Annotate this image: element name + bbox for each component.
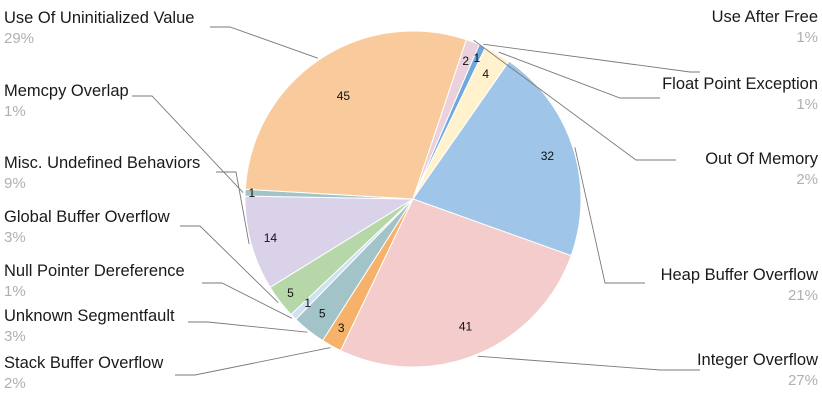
leader-line-use-after-free — [483, 43, 700, 73]
value-label-use-after-free: 1 — [473, 51, 480, 65]
category-label-global-buffer-overflow: Global Buffer Overflow — [4, 208, 170, 226]
leader-line-misc-undefined-behaviors — [216, 171, 250, 245]
leader-line-integer-overflow — [477, 355, 700, 371]
value-label-misc-undefined-behaviors: 14 — [264, 231, 278, 245]
percent-label-null-pointer-dereference: 1% — [4, 283, 26, 300]
value-label-out-of-memory: 2 — [462, 54, 469, 68]
leader-line-out-of-memory — [473, 39, 676, 161]
value-label-float-point-exception: 4 — [482, 67, 489, 81]
category-label-heap-buffer-overflow: Heap Buffer Overflow — [661, 266, 819, 284]
value-label-unknown-segmentfault: 5 — [319, 307, 326, 321]
leader-line-unknown-segmentfault — [188, 321, 308, 333]
value-label-integer-overflow: 41 — [459, 319, 473, 333]
category-label-unknown-segmentfault: Unknown Segmentfault — [4, 307, 175, 325]
percent-label-use-after-free: 1% — [796, 29, 818, 46]
value-label-heap-buffer-overflow: 32 — [541, 149, 555, 163]
category-label-integer-overflow: Integer Overflow — [697, 351, 818, 369]
pie-slice-misc-undefined-behaviors — [244, 195, 415, 289]
value-label-global-buffer-overflow: 5 — [287, 286, 294, 300]
percent-label-float-point-exception: 1% — [796, 96, 818, 113]
percent-label-global-buffer-overflow: 3% — [4, 229, 26, 246]
percent-label-memcpy-overlap: 1% — [4, 103, 26, 120]
percent-label-misc-undefined-behaviors: 9% — [4, 175, 26, 192]
leader-line-float-point-exception — [498, 51, 660, 99]
value-label-null-pointer-dereference: 1 — [304, 296, 311, 310]
value-label-memcpy-overlap: 1 — [248, 186, 255, 200]
leader-line-heap-buffer-overflow — [574, 147, 645, 284]
leader-line-memcpy-overlap — [132, 95, 244, 193]
category-label-use-after-free: Use After Free — [712, 8, 818, 26]
value-label-use-of-uninitialized-value: 45 — [337, 89, 351, 103]
pie-slices — [244, 30, 582, 368]
leader-line-use-of-uninitialized-value — [210, 26, 318, 59]
category-label-out-of-memory: Out Of Memory — [705, 150, 819, 168]
category-label-misc-undefined-behaviors: Misc. Undefined Behaviors — [4, 154, 200, 172]
value-label-stack-buffer-overflow: 3 — [338, 321, 345, 335]
leader-line-stack-buffer-overflow — [175, 347, 331, 376]
leader-line-null-pointer-dereference — [202, 282, 293, 319]
leader-line-global-buffer-overflow — [180, 225, 279, 304]
category-label-memcpy-overlap: Memcpy Overlap — [4, 82, 129, 100]
pie-slice-integer-overflow — [339, 198, 572, 368]
category-label-null-pointer-dereference: Null Pointer Dereference — [4, 262, 185, 280]
category-label-stack-buffer-overflow: Stack Buffer Overflow — [4, 354, 163, 372]
percent-label-out-of-memory: 2% — [796, 171, 818, 188]
category-label-float-point-exception: Float Point Exception — [662, 75, 818, 93]
percent-label-unknown-segmentfault: 3% — [4, 328, 26, 345]
percent-label-heap-buffer-overflow: 21% — [788, 287, 818, 304]
category-label-use-of-uninitialized-value: Use Of Uninitialized Value — [4, 9, 194, 27]
percent-label-integer-overflow: 27% — [788, 372, 818, 389]
percent-label-stack-buffer-overflow: 2% — [4, 375, 26, 392]
leader-lines — [132, 26, 700, 376]
pie-slice-use-of-uninitialized-value — [244, 30, 468, 200]
pie-slice-heap-buffer-overflow — [412, 60, 582, 257]
percent-label-use-of-uninitialized-value: 29% — [4, 30, 34, 47]
category-labels: Use After Free 1% Float Point Exception 1% H… — [4, 8, 819, 392]
